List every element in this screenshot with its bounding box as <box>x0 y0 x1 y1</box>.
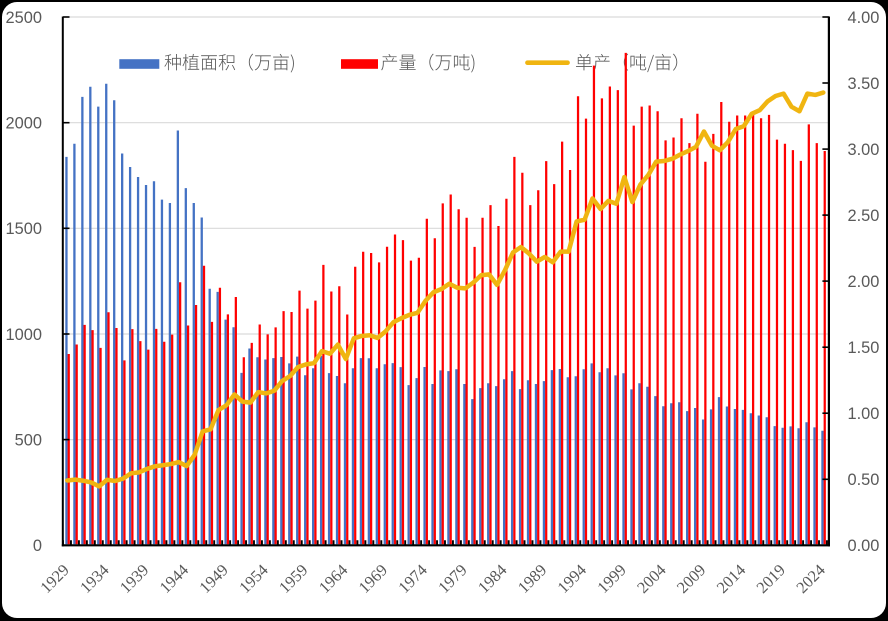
svg-text:2.00: 2.00 <box>848 273 880 291</box>
svg-text:4.00: 4.00 <box>848 9 880 27</box>
svg-text:500: 500 <box>15 431 42 449</box>
svg-text:1500: 1500 <box>6 220 42 238</box>
svg-text:2.50: 2.50 <box>848 207 880 225</box>
svg-text:2000: 2000 <box>6 115 42 133</box>
svg-text:3.50: 3.50 <box>848 75 880 93</box>
svg-text:1.00: 1.00 <box>848 405 880 423</box>
svg-text:1000: 1000 <box>6 326 42 344</box>
svg-text:0.00: 0.00 <box>848 537 880 555</box>
svg-text:0: 0 <box>33 537 42 555</box>
svg-text:2500: 2500 <box>6 9 42 27</box>
svg-text:1.50: 1.50 <box>848 339 880 357</box>
svg-text:0.50: 0.50 <box>848 471 880 489</box>
svg-text:3.00: 3.00 <box>848 141 880 159</box>
